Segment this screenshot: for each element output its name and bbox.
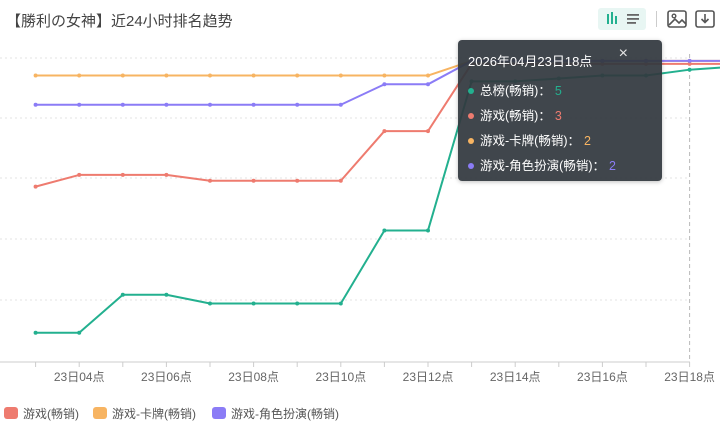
data-point[interactable] xyxy=(120,292,125,297)
tooltip-row-card: 游戏-卡牌(畅销)： 2 xyxy=(468,130,591,148)
data-point[interactable] xyxy=(382,228,387,233)
x-tick-label: 23日08点 xyxy=(228,370,279,384)
x-tick-label: 23日14点 xyxy=(490,370,541,384)
data-point[interactable] xyxy=(164,73,169,78)
data-point[interactable] xyxy=(382,73,387,78)
data-point[interactable] xyxy=(120,73,125,78)
data-point[interactable] xyxy=(687,61,692,66)
data-point[interactable] xyxy=(77,330,82,335)
data-point[interactable] xyxy=(338,301,343,306)
data-point[interactable] xyxy=(295,73,300,78)
data-point[interactable] xyxy=(120,102,125,107)
series-dot-icon xyxy=(468,87,474,94)
chart-title: 【勝利の女神】近24小时排名趋势 xyxy=(6,13,233,30)
series-dot-icon xyxy=(468,162,474,169)
tooltip-row-overall: 总榜(畅销)： 5 xyxy=(468,80,562,98)
legend-swatch xyxy=(93,407,107,419)
x-tick-label: 23日12点 xyxy=(403,370,454,384)
chart-table-toggle-icon[interactable] xyxy=(598,8,646,30)
data-point[interactable] xyxy=(426,82,430,87)
data-point[interactable] xyxy=(120,172,125,177)
download-icon[interactable] xyxy=(694,8,716,30)
data-point[interactable] xyxy=(251,102,256,107)
data-point[interactable] xyxy=(295,178,300,183)
x-axis: 23日04点 23日06点 23日08点 23日10点 23日12点 23日14点 23日1… xyxy=(0,361,715,384)
chart-tooltip: 2026年04月23日18点 × 总榜(畅销)： 5 游戏(畅销)： 3 游戏-卡牌… xyxy=(458,40,662,181)
data-point[interactable] xyxy=(426,228,430,233)
data-point[interactable] xyxy=(295,102,300,107)
data-point[interactable] xyxy=(208,301,212,306)
data-point[interactable] xyxy=(77,102,82,107)
data-point[interactable] xyxy=(426,129,430,134)
data-point[interactable] xyxy=(164,292,169,297)
toolbar-divider xyxy=(656,11,657,27)
data-point[interactable] xyxy=(251,178,256,183)
image-icon[interactable] xyxy=(666,8,688,30)
data-point[interactable] xyxy=(33,330,38,335)
x-tick-label: 23日06点 xyxy=(141,370,192,384)
data-point[interactable] xyxy=(338,73,343,78)
data-point[interactable] xyxy=(164,102,169,107)
data-point[interactable] xyxy=(338,102,343,107)
data-point[interactable] xyxy=(382,129,387,134)
tooltip-row-rpg: 游戏-角色扮演(畅销)： 2 xyxy=(468,155,616,173)
data-point[interactable] xyxy=(338,178,343,183)
data-point[interactable] xyxy=(33,73,38,78)
data-point[interactable] xyxy=(382,82,387,87)
data-point[interactable] xyxy=(687,58,692,63)
data-point[interactable] xyxy=(33,102,38,107)
data-point[interactable] xyxy=(77,172,82,177)
data-point[interactable] xyxy=(251,301,256,306)
data-point[interactable] xyxy=(33,184,38,189)
tooltip-row-games: 游戏(畅销)： 3 xyxy=(468,105,562,123)
series-dot-icon xyxy=(468,112,474,119)
data-point[interactable] xyxy=(208,73,212,78)
data-point[interactable] xyxy=(164,172,169,177)
series-dot-icon xyxy=(468,137,474,144)
x-tick-label: 23日16点 xyxy=(577,370,628,384)
data-point[interactable] xyxy=(687,67,692,72)
x-tick-label: 23日10点 xyxy=(315,370,366,384)
tooltip-title: 2026年04月23日18点 xyxy=(468,54,593,69)
data-point[interactable] xyxy=(208,102,212,107)
data-point[interactable] xyxy=(426,73,430,78)
x-tick-label: 23日18点 xyxy=(664,370,715,384)
legend-swatch xyxy=(4,407,18,419)
data-point[interactable] xyxy=(295,301,300,306)
x-tick-label: 23日04点 xyxy=(54,370,105,384)
data-point[interactable] xyxy=(251,73,256,78)
data-point[interactable] xyxy=(208,178,212,183)
close-icon[interactable]: × xyxy=(618,45,628,62)
data-point[interactable] xyxy=(77,73,82,78)
legend-swatch xyxy=(212,407,226,419)
